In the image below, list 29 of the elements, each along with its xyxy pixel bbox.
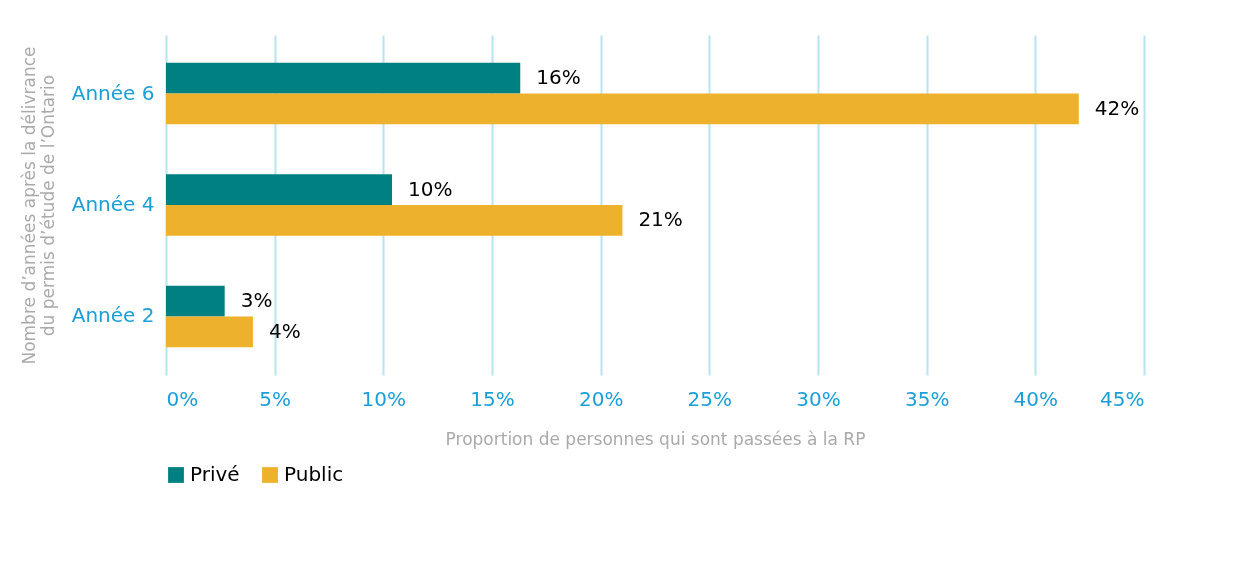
- x-axis-title: Proportion de personnes qui sont passées à la RP: [445, 428, 866, 449]
- x-tick-label: 25%: [687, 386, 733, 411]
- y-tick-label: Année 4: [71, 192, 155, 216]
- bar: [166, 93, 1079, 125]
- data-label: 10%: [408, 176, 453, 201]
- bar: [166, 174, 393, 205]
- y-axis-title: Nombre d’années après la délivrance du permis d’étude de l’Ontario: [18, 46, 58, 365]
- x-tick-label: 30%: [796, 386, 841, 411]
- data-label: 4%: [268, 318, 301, 343]
- bar: [166, 205, 623, 236]
- legend-label: Privé: [190, 462, 240, 486]
- y-tick-label: Année 6: [71, 80, 155, 105]
- bar: [166, 62, 521, 94]
- x-tick-label: 5%: [259, 386, 292, 411]
- x-tick-label: 45%: [1100, 386, 1145, 411]
- data-label: 42%: [1094, 95, 1140, 120]
- bar: [166, 285, 225, 317]
- x-tick-label: 0%: [166, 386, 199, 411]
- data-label: 21%: [638, 207, 683, 232]
- legend-label: Public: [284, 462, 344, 486]
- x-tick-label: 15%: [470, 386, 515, 411]
- x-tick-label: 35%: [904, 386, 950, 411]
- x-tick-label: 10%: [361, 386, 407, 411]
- data-label: 16%: [536, 65, 581, 90]
- bar: [166, 316, 253, 348]
- y-tick-label: Année 2: [71, 303, 155, 328]
- data-label: 3%: [240, 288, 273, 313]
- x-tick-label: 20%: [578, 386, 624, 411]
- x-tick-label: 40%: [1013, 386, 1059, 411]
